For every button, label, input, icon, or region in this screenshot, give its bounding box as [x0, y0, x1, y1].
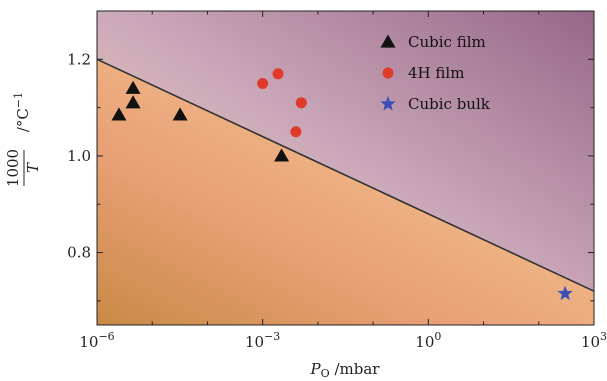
y-tick-label-1: 1.0 [67, 147, 91, 165]
point-circle-1-2 [295, 97, 307, 109]
phase-boundary-line [96, 58, 595, 292]
y-axis-numerator: 1000 [4, 149, 22, 187]
point-triangle-0-0 [111, 107, 127, 121]
y-axis-denominator: T [24, 162, 42, 173]
axes: 10−6 10−3 100 103 0.8 1.0 1.2 [67, 10, 607, 351]
y-axis-title: 1000 T /°C−1 [4, 92, 42, 187]
point-triangle-0-4 [274, 148, 290, 162]
y-axis-unit-base: /°C [14, 108, 32, 132]
legend-marker-triangle [380, 34, 396, 48]
x-axis-subscript: O [321, 367, 330, 380]
x-tick-label-3: 103 [581, 330, 607, 351]
point-triangle-0-2 [125, 95, 141, 109]
point-circle-1-0 [257, 77, 269, 89]
upper-region-shading [97, 11, 594, 292]
x-axis-title: PO /mbar [310, 360, 381, 380]
legend-label-2: Cubic bulk [408, 95, 491, 113]
x-tick-label-1: 10−3 [245, 330, 280, 351]
x-axis-symbol: P [310, 360, 322, 378]
x-tick-label-2: 100 [415, 330, 441, 351]
legend-label-0: Cubic film [408, 33, 486, 51]
legend-label-1: 4H film [408, 64, 464, 82]
legend-marker-circle [382, 67, 394, 79]
point-circle-1-3 [290, 126, 302, 138]
point-triangle-0-3 [172, 107, 188, 121]
point-circle-1-1 [272, 68, 284, 80]
point-triangle-0-1 [125, 80, 141, 94]
plot-frame [96, 10, 595, 326]
y-axis-unit: /°C−1 [12, 92, 32, 132]
y-tick-label-2: 1.2 [67, 50, 91, 68]
x-tick-label-0: 10−6 [79, 330, 114, 351]
legend: Cubic film 4H film Cubic bulk [380, 33, 491, 113]
data-points [111, 68, 573, 301]
point-star-2-0 [557, 285, 573, 301]
y-axis-unit-exponent: −1 [12, 92, 25, 108]
y-tick-label-0: 0.8 [67, 244, 91, 262]
x-axis-unit: /mbar [330, 360, 381, 378]
legend-marker-star [380, 96, 396, 111]
